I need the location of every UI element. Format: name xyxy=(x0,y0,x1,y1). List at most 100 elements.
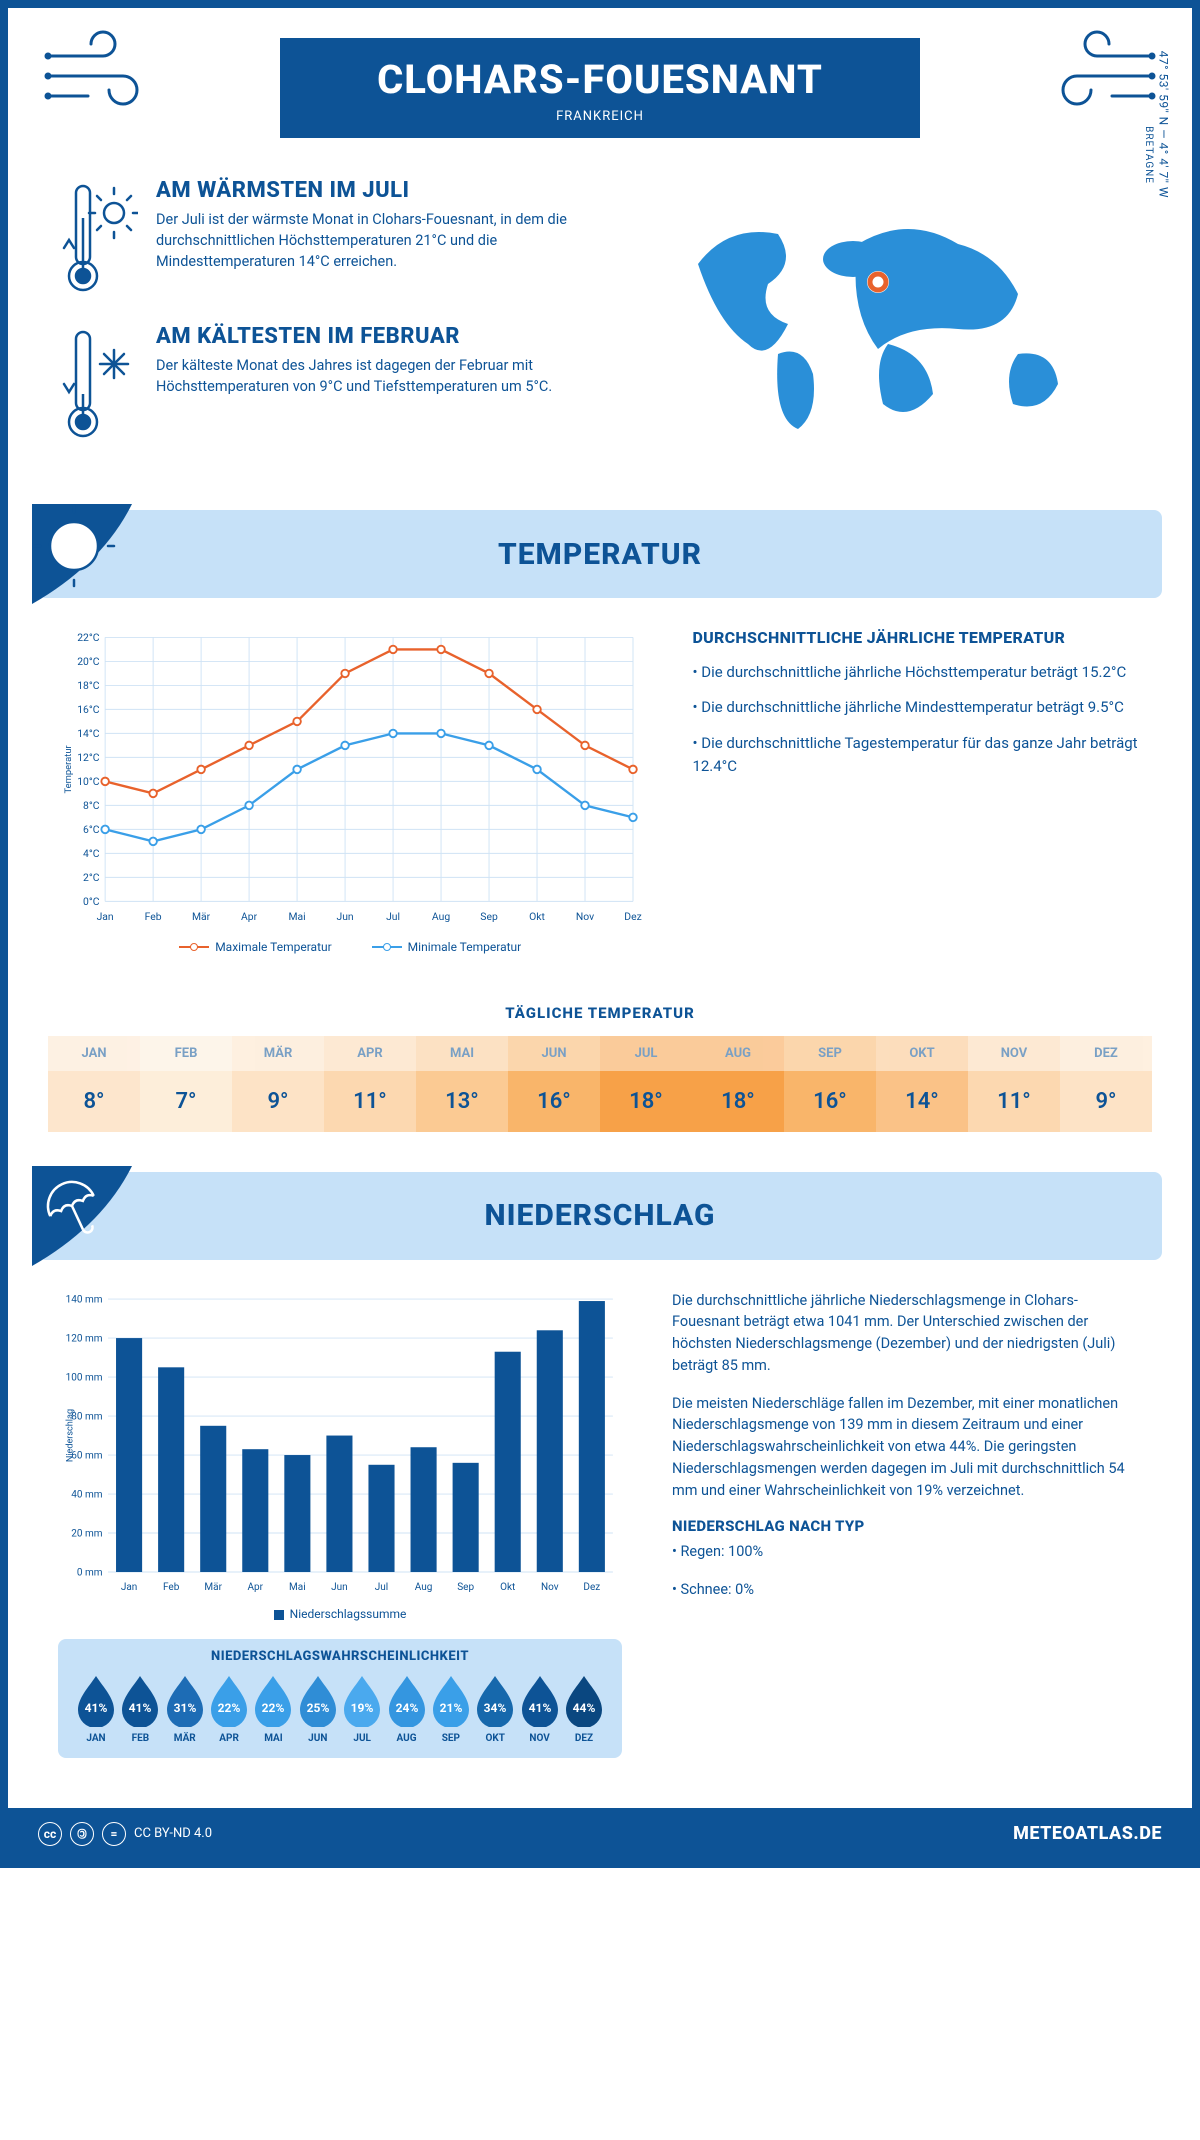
umbrella-corner-icon xyxy=(32,1166,142,1276)
prob-drop: 34%OKT xyxy=(473,1672,517,1744)
daily-temp-title: TÄGLICHE TEMPERATUR xyxy=(8,1004,1192,1022)
temp-cell: JAN8° xyxy=(48,1036,140,1132)
cc-icon: cc xyxy=(38,1822,62,1846)
precip-legend: Niederschlagssumme xyxy=(58,1607,622,1621)
intro-section: AM WÄRMSTEN IM JULI Der Juli ist der wär… xyxy=(8,138,1192,500)
svg-text:18°C: 18°C xyxy=(77,679,100,692)
fact-warm-title: AM WÄRMSTEN IM JULI xyxy=(156,178,605,203)
prob-drop: 21%SEP xyxy=(429,1672,473,1744)
svg-text:41%: 41% xyxy=(85,1701,108,1715)
svg-text:22%: 22% xyxy=(218,1701,241,1715)
legend-min: Minimale Temperatur xyxy=(408,940,522,954)
license-block: cc 🄯 = CC BY-ND 4.0 xyxy=(38,1822,212,1846)
prob-drop: 19%JUL xyxy=(340,1672,384,1744)
precip-snow: • Schnee: 0% xyxy=(672,1579,1142,1601)
svg-text:22%: 22% xyxy=(262,1701,285,1715)
temp-cell: AUG18° xyxy=(692,1036,784,1132)
country-label: FRANKREICH xyxy=(280,109,920,124)
by-icon: 🄯 xyxy=(70,1822,94,1846)
svg-text:Mär: Mär xyxy=(192,910,211,923)
svg-text:41%: 41% xyxy=(129,1701,152,1715)
temp-cell: MAI13° xyxy=(416,1036,508,1132)
svg-text:Dez: Dez xyxy=(583,1582,600,1593)
temp-cell: JUN16° xyxy=(508,1036,600,1132)
wind-icon-right xyxy=(1022,28,1162,118)
svg-text:Jul: Jul xyxy=(386,910,400,923)
svg-text:Aug: Aug xyxy=(432,910,450,923)
svg-text:2°C: 2°C xyxy=(83,871,100,884)
svg-text:Mai: Mai xyxy=(288,910,305,923)
precip-legend-label: Niederschlagssumme xyxy=(290,1607,407,1621)
prob-drop: 41%FEB xyxy=(118,1672,162,1744)
header-banner: CLOHARS-FOUESNANT FRANKREICH xyxy=(280,38,920,138)
svg-text:19%: 19% xyxy=(351,1701,374,1715)
precip-type-title: NIEDERSCHLAG NACH TYP xyxy=(672,1517,1142,1535)
svg-text:Nov: Nov xyxy=(576,910,594,923)
prob-drop: 31%MÄR xyxy=(163,1672,207,1744)
probability-drops: 41%JAN41%FEB31%MÄR22%APR22%MAI25%JUN19%J… xyxy=(74,1672,606,1744)
prob-drop: 22%MAI xyxy=(251,1672,295,1744)
svg-text:25%: 25% xyxy=(306,1701,329,1715)
svg-text:21%: 21% xyxy=(440,1701,463,1715)
temp-cell: FEB7° xyxy=(140,1036,232,1132)
region-label: BRETAGNE xyxy=(1143,126,1154,184)
temp-cell: APR11° xyxy=(324,1036,416,1132)
precip-text-1: Die durchschnittliche jährliche Niedersc… xyxy=(672,1290,1142,1377)
page: CLOHARS-FOUESNANT FRANKREICH xyxy=(0,0,1200,1868)
svg-text:14°C: 14°C xyxy=(77,727,100,740)
svg-text:Okt: Okt xyxy=(529,910,545,923)
temp-cell: SEP16° xyxy=(784,1036,876,1132)
wind-icon-left xyxy=(38,28,178,118)
precip-rain: • Regen: 100% xyxy=(672,1541,1142,1563)
svg-text:0 mm: 0 mm xyxy=(77,1567,103,1578)
prob-drop: 44%DEZ xyxy=(562,1672,606,1744)
sun-corner-icon xyxy=(32,504,142,614)
svg-text:31%: 31% xyxy=(173,1701,196,1715)
svg-text:20°C: 20°C xyxy=(77,655,100,668)
fact-cold-text: Der kälteste Monat des Jahres ist dagege… xyxy=(156,355,605,397)
svg-text:Jan: Jan xyxy=(121,1582,137,1593)
temperature-body: 0°C2°C4°C6°C8°C10°C12°C14°C16°C18°C20°C2… xyxy=(8,598,1192,984)
precip-probability-box: NIEDERSCHLAGSWAHRSCHEINLICHKEIT 41%JAN41… xyxy=(58,1639,622,1758)
nd-icon: = xyxy=(102,1822,126,1846)
precip-text-2: Die meisten Niederschläge fallen im Deze… xyxy=(672,1393,1142,1502)
svg-text:Jan: Jan xyxy=(97,910,114,923)
precip-info: Die durchschnittliche jährliche Niedersc… xyxy=(672,1290,1142,1758)
temp-info-title: DURCHSCHNITTLICHE JÄHRLICHE TEMPERATUR xyxy=(692,628,1142,647)
fact-coldest: AM KÄLTESTEN IM FEBRUAR Der kälteste Mon… xyxy=(58,324,605,444)
temperature-title: TEMPERATUR xyxy=(38,537,1162,572)
temperature-line-chart: 0°C2°C4°C6°C8°C10°C12°C14°C16°C18°C20°C2… xyxy=(58,628,642,930)
svg-text:34%: 34% xyxy=(484,1701,507,1715)
svg-text:Aug: Aug xyxy=(415,1582,433,1593)
svg-text:6°C: 6°C xyxy=(83,823,100,836)
header-row: CLOHARS-FOUESNANT FRANKREICH xyxy=(8,8,1192,138)
svg-text:140 mm: 140 mm xyxy=(66,1294,103,1305)
prob-drop: 41%NOV xyxy=(518,1672,562,1744)
svg-text:22°C: 22°C xyxy=(77,631,100,644)
license-text: CC BY-ND 4.0 xyxy=(134,1826,212,1841)
svg-text:0°C: 0°C xyxy=(83,895,100,908)
precip-title: NIEDERSCHLAG xyxy=(38,1198,1162,1233)
svg-text:16°C: 16°C xyxy=(77,703,100,716)
svg-text:Jun: Jun xyxy=(336,910,353,923)
svg-text:10°C: 10°C xyxy=(77,775,100,788)
svg-text:Nov: Nov xyxy=(541,1582,559,1593)
brand-label: METEOATLAS.DE xyxy=(1013,1823,1162,1844)
temperature-info: DURCHSCHNITTLICHE JÄHRLICHE TEMPERATUR •… xyxy=(692,628,1142,954)
svg-text:Mär: Mär xyxy=(204,1582,222,1593)
svg-text:Dez: Dez xyxy=(624,910,641,923)
svg-text:40 mm: 40 mm xyxy=(71,1489,102,1500)
svg-text:Sep: Sep xyxy=(480,910,498,923)
svg-text:Apr: Apr xyxy=(248,1582,264,1593)
svg-text:Apr: Apr xyxy=(241,910,258,923)
coords-label: 47° 53' 59'' N — 4° 4' 7'' W xyxy=(1156,51,1170,198)
svg-text:120 mm: 120 mm xyxy=(66,1333,103,1344)
map-column: BRETAGNE 47° 53' 59'' N — 4° 4' 7'' W xyxy=(645,178,1142,470)
prob-drop: 24%AUG xyxy=(385,1672,429,1744)
svg-text:Okt: Okt xyxy=(500,1582,515,1593)
thermometer-sun-icon xyxy=(58,178,138,298)
svg-text:20 mm: 20 mm xyxy=(71,1528,102,1539)
svg-text:44%: 44% xyxy=(573,1701,596,1715)
svg-text:24%: 24% xyxy=(395,1701,418,1715)
daily-temp-table: JAN8°FEB7°MÄR9°APR11°MAI13°JUN16°JUL18°A… xyxy=(48,1036,1152,1132)
